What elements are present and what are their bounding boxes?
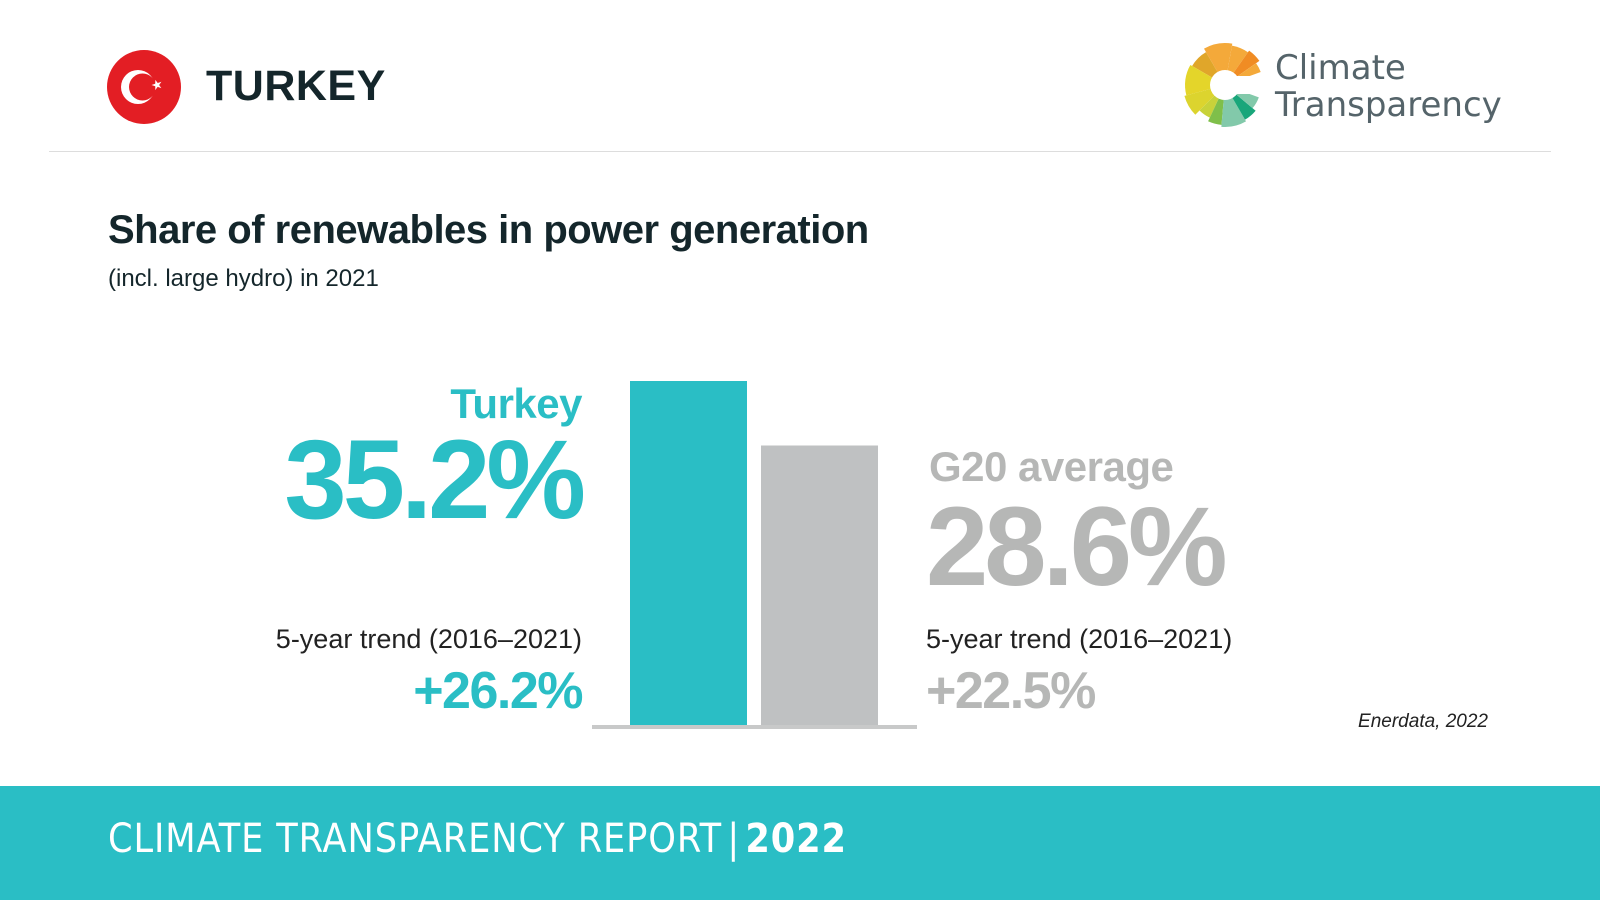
logo-text: Climate Transparency — [1275, 50, 1502, 124]
g20-trend-value: +22.5% — [926, 662, 1096, 720]
logo-text-line1: Climate — [1275, 48, 1406, 88]
logo-wedge — [1185, 65, 1225, 96]
source-note: Enerdata, 2022 — [1358, 711, 1488, 732]
climate-transparency-logo-icon — [1184, 43, 1268, 127]
turkey-label: Turkey — [450, 380, 582, 427]
footer-banner: CLIMATE TRANSPARENCY REPORT | 2022 — [0, 786, 1600, 900]
header: TURKEY Climate Transparency — [0, 0, 1600, 150]
turkey-flag-icon — [107, 50, 181, 124]
bar-turkey — [630, 381, 747, 725]
footer-separator: | — [727, 816, 741, 862]
logo-text-line2: Transparency — [1275, 85, 1502, 125]
g20-label: G20 average — [929, 443, 1174, 490]
chart-subtitle: (incl. large hydro) in 2021 — [108, 265, 379, 292]
footer-report-name: CLIMATE TRANSPARENCY REPORT — [108, 816, 723, 862]
footer-text: CLIMATE TRANSPARENCY REPORT | 2022 — [108, 816, 847, 862]
g20-value: 28.6% — [926, 484, 1228, 609]
footer-year: 2022 — [745, 816, 847, 862]
turkey-trend-value: +26.2% — [413, 662, 583, 720]
turkey-trend-label: 5-year trend (2016–2021) — [275, 624, 582, 654]
header-divider — [49, 151, 1551, 152]
bar-g20-average — [761, 445, 878, 725]
country-name: TURKEY — [206, 62, 386, 110]
turkey-value: 35.2% — [284, 417, 586, 542]
chart-title: Share of renewables in power generation — [108, 208, 869, 252]
g20-trend-label: 5-year trend (2016–2021) — [926, 624, 1233, 654]
